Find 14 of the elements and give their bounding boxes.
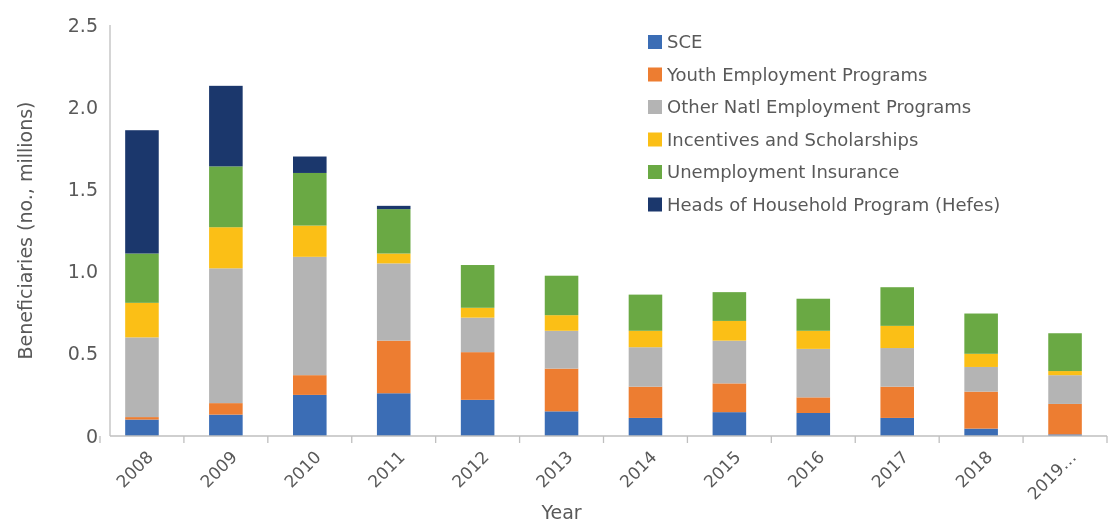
x-axis-title: Year bbox=[540, 501, 582, 522]
y-tick-label: 0 bbox=[85, 424, 98, 447]
legend-label: Incentives and Scholarships bbox=[667, 128, 919, 150]
y-tick-label: 0.5 bbox=[67, 342, 98, 365]
legend-label: Youth Employment Programs bbox=[666, 63, 928, 85]
y-tick-label: 2.0 bbox=[67, 95, 98, 118]
legend-label: Unemployment Insurance bbox=[667, 161, 900, 183]
y-axis-title: Beneficiaries (no., millions) bbox=[14, 101, 36, 360]
legend-label: SCE bbox=[667, 31, 703, 53]
y-tick-label: 1.5 bbox=[67, 178, 98, 201]
legend-label: Other Natl Employment Programs bbox=[667, 96, 972, 118]
y-tick-label: 1.0 bbox=[67, 260, 98, 283]
legend-label: Heads of Household Program (Hefes) bbox=[667, 193, 1001, 215]
y-tick-label: 2.5 bbox=[67, 13, 98, 36]
